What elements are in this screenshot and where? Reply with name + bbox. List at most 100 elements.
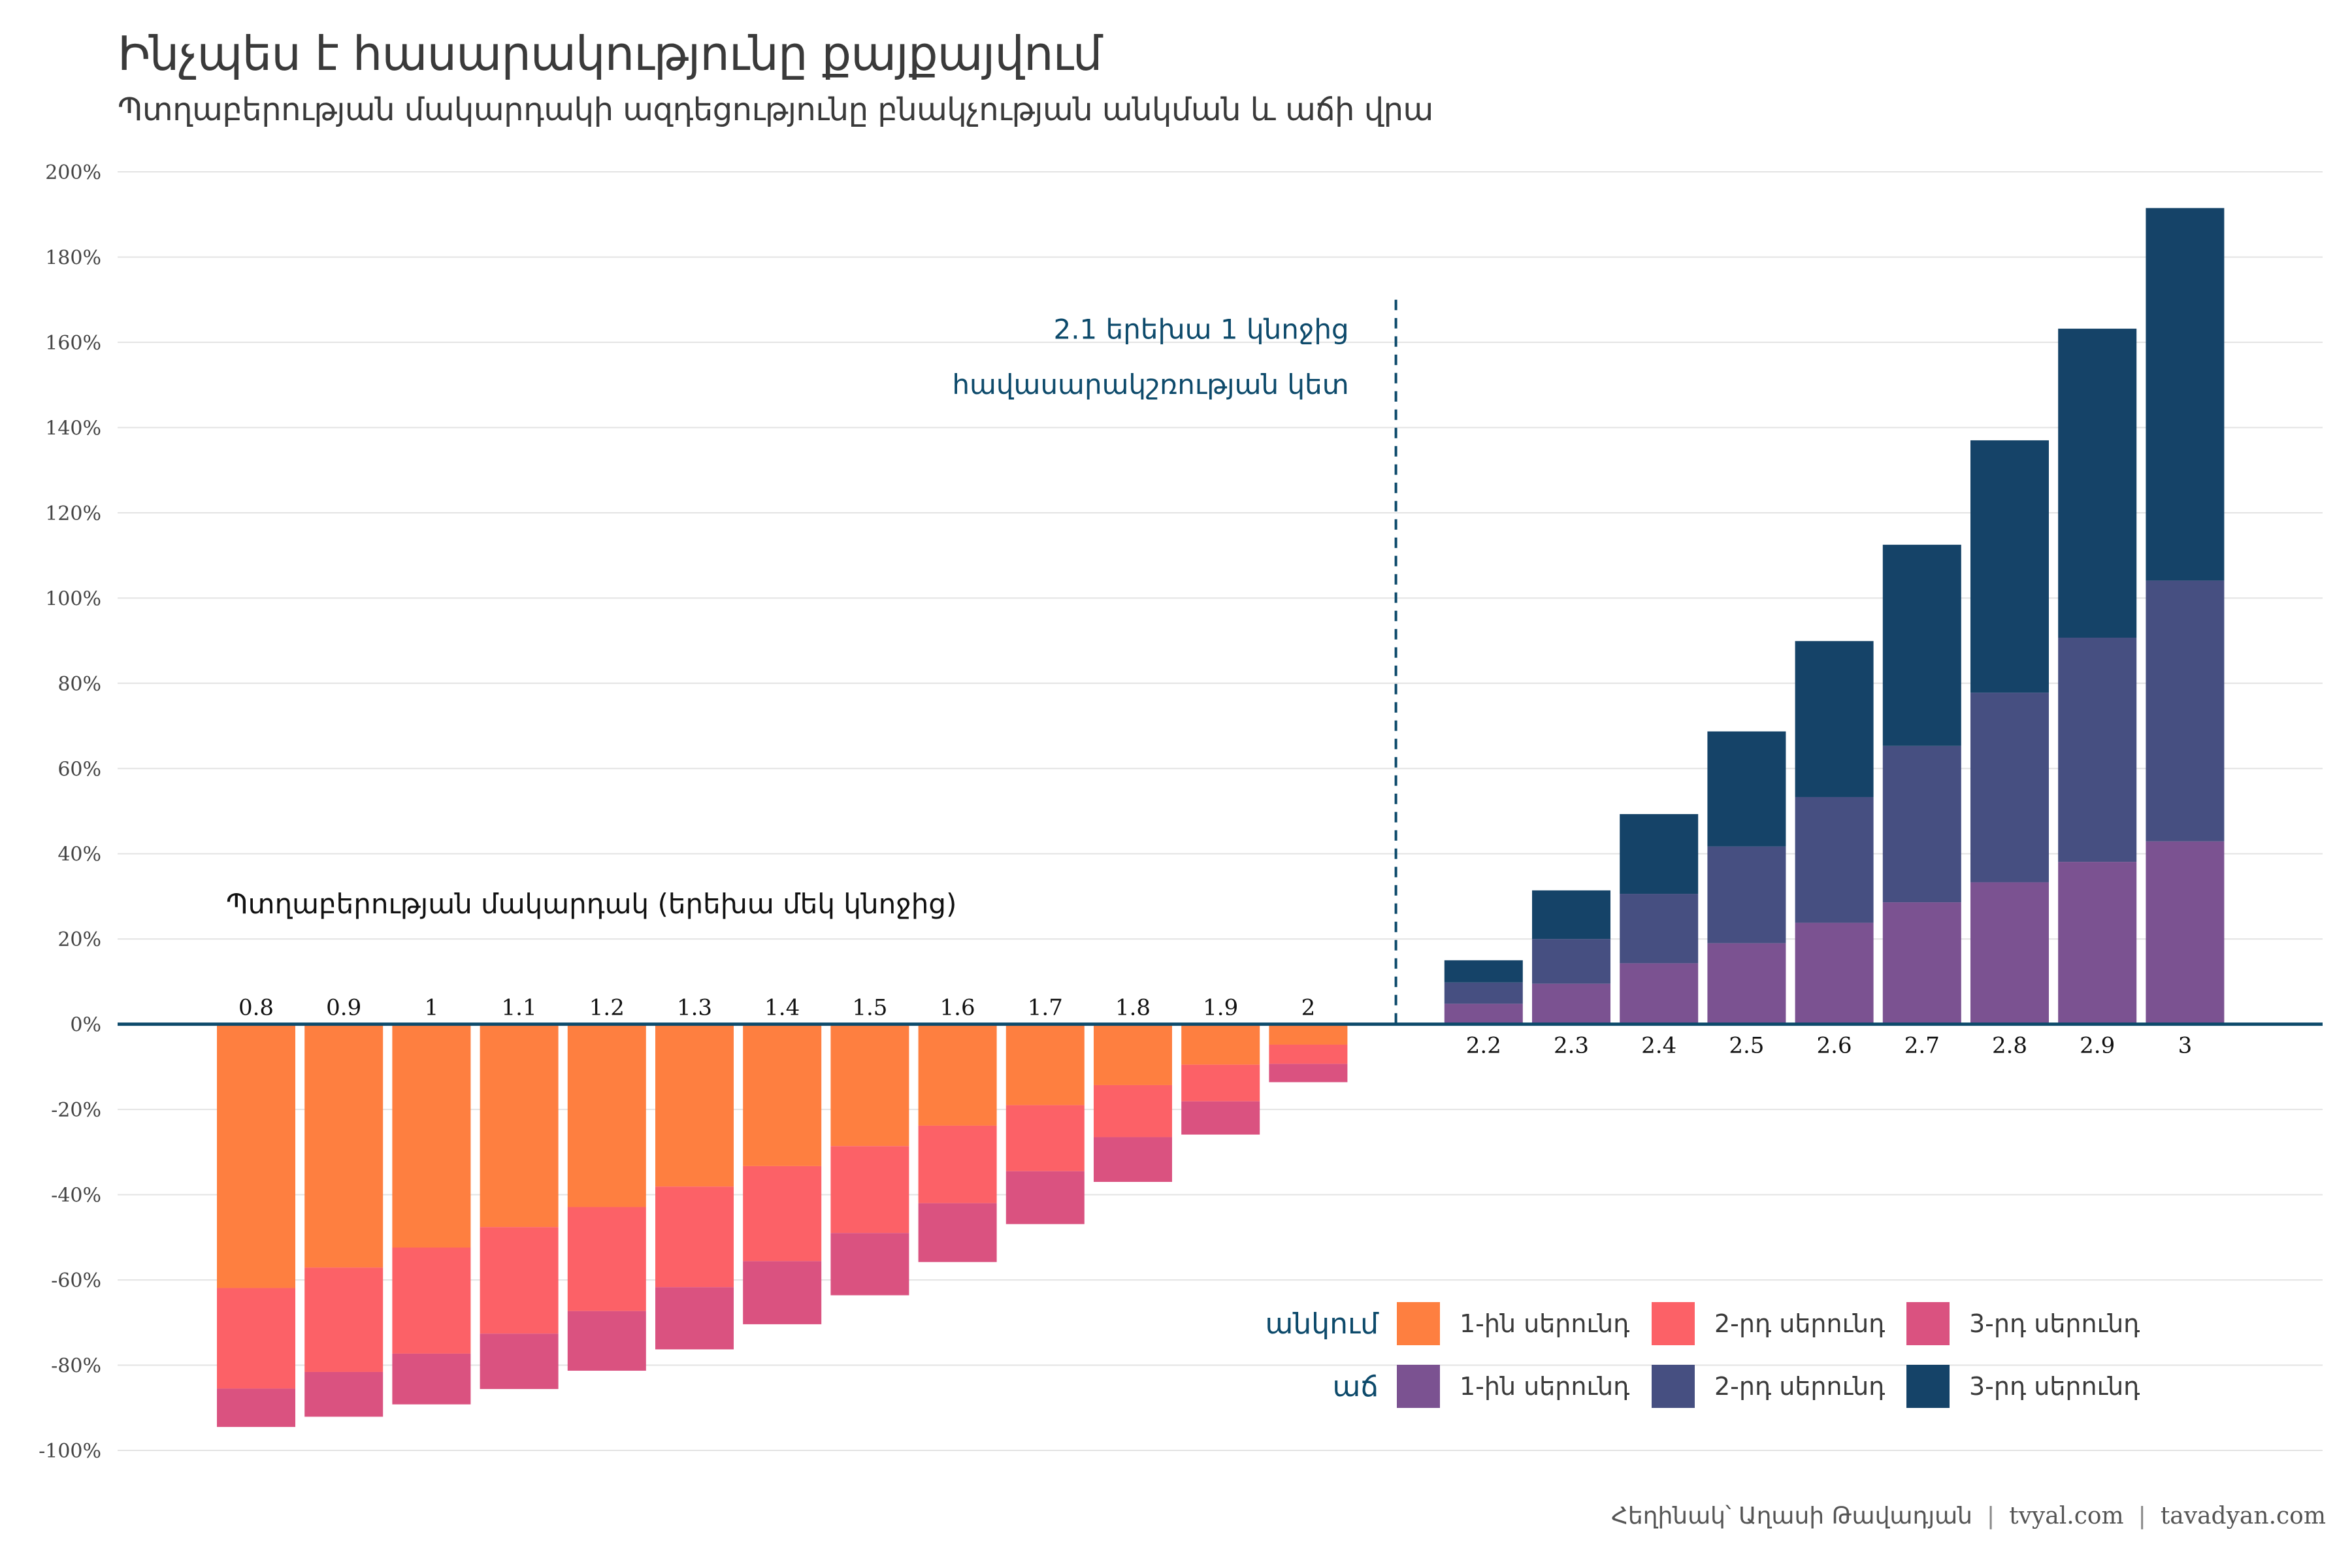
bar-1.5-gen2 bbox=[830, 1146, 909, 1233]
legend-item-decline-gen1: 1-ին սերունդ bbox=[1397, 1302, 1652, 1345]
chart-subtitle: Պտղաբերության մակարդակի ազդեցությունը բն… bbox=[118, 91, 1433, 128]
bar-2.5-gen3 bbox=[1707, 731, 1786, 847]
bars bbox=[217, 208, 2225, 1428]
bar-1.3-gen2 bbox=[655, 1186, 734, 1288]
legend-row-decline: անկում 1-ին սերունդ 2-րդ սերունդ 3-րդ սե… bbox=[1228, 1300, 2161, 1347]
legend-swatch-growth-gen3 bbox=[1906, 1365, 1950, 1408]
legend-label: 3-րդ սերունդ bbox=[1969, 1372, 2140, 1401]
x-tick-label: 1.2 bbox=[589, 995, 625, 1021]
bar-1.8-gen2 bbox=[1094, 1085, 1172, 1137]
bar-2.7-gen3 bbox=[1882, 544, 1961, 746]
bar-3-gen2 bbox=[2146, 580, 2225, 841]
x-tick-label: 2.7 bbox=[1904, 1033, 1940, 1059]
y-tick-label: 0% bbox=[70, 1014, 101, 1037]
x-axis-title: Պտղաբերության մակարդակ (երեխա մեկ կնոջից… bbox=[226, 888, 956, 920]
x-tick-label: 2.8 bbox=[1992, 1033, 2027, 1059]
caption-site-tavadyan: tavadyan.com bbox=[2160, 1503, 2326, 1529]
bar-0.8-gen2 bbox=[217, 1288, 295, 1389]
legend-item-decline-gen2: 2-րդ սերունդ bbox=[1652, 1302, 1906, 1345]
legend-label: 3-րդ սերունդ bbox=[1969, 1309, 2140, 1338]
bar-2.7-gen2 bbox=[1882, 745, 1961, 903]
y-tick-label: 100% bbox=[45, 587, 101, 610]
y-tick-label: 60% bbox=[57, 758, 101, 781]
y-tick-label: 120% bbox=[45, 502, 101, 525]
x-tick-label: 2 bbox=[1301, 995, 1316, 1021]
caption-site-tvyal: tvyal.com bbox=[2009, 1503, 2124, 1529]
bar-2.4-gen1 bbox=[1620, 963, 1699, 1024]
x-tick-label: 2.4 bbox=[1641, 1033, 1676, 1059]
legend-swatch-decline-gen3 bbox=[1906, 1302, 1950, 1345]
bar-2.5-gen1 bbox=[1707, 943, 1786, 1024]
y-tick-label: -20% bbox=[51, 1099, 101, 1122]
caption: Հեղինակ՝ Աղասի Թավադյան | tvyal.com | tavady… bbox=[1611, 1503, 2326, 1529]
bar-1-gen2 bbox=[392, 1247, 471, 1354]
bar-2.3-gen2 bbox=[1532, 939, 1610, 984]
bar-1.1-gen2 bbox=[480, 1227, 559, 1334]
bar-2.9-gen1 bbox=[2058, 862, 2137, 1024]
bar-1.4-gen3 bbox=[743, 1261, 822, 1324]
bar-1.5-gen1 bbox=[830, 1024, 909, 1147]
x-tick-label: 1.1 bbox=[502, 995, 537, 1021]
y-tick-label: 140% bbox=[45, 417, 101, 440]
bar-1-gen3 bbox=[392, 1353, 471, 1405]
bar-1.1-gen1 bbox=[480, 1024, 559, 1228]
legend-label: 2-րդ սերունդ bbox=[1714, 1309, 1886, 1338]
bar-0.9-gen2 bbox=[304, 1267, 384, 1372]
bar-2-gen1 bbox=[1269, 1024, 1348, 1045]
x-tick-label: 1.3 bbox=[677, 995, 712, 1021]
bar-2.9-gen3 bbox=[2058, 329, 2137, 638]
bar-0.9-gen1 bbox=[304, 1024, 384, 1268]
y-tick-label: 20% bbox=[57, 928, 101, 951]
legend-item-decline-gen3: 3-րդ սերունդ bbox=[1906, 1302, 2161, 1345]
bar-2.3-gen1 bbox=[1532, 983, 1610, 1024]
x-tick-label: 1.9 bbox=[1203, 995, 1238, 1021]
reference-label-line2: հավասարակշռության կետ bbox=[952, 368, 1348, 400]
legend-label: 2-րդ սերունդ bbox=[1714, 1372, 1886, 1401]
bar-2.6-gen2 bbox=[1795, 796, 1874, 923]
y-tick-label: -60% bbox=[51, 1269, 101, 1292]
x-tick-label: 2.3 bbox=[1554, 1033, 1589, 1059]
legend-item-growth-gen3: 3-րդ սերունդ bbox=[1906, 1365, 2161, 1408]
x-tick-label: 2.6 bbox=[1817, 1033, 1852, 1059]
bar-1.6-gen2 bbox=[918, 1125, 997, 1203]
legend-swatch-growth-gen1 bbox=[1397, 1365, 1440, 1408]
y-tick-label: 160% bbox=[45, 332, 101, 355]
legend-label: 1-ին սերունդ bbox=[1460, 1372, 1630, 1401]
bar-3-gen1 bbox=[2146, 841, 2225, 1024]
bar-3-gen3 bbox=[2146, 208, 2225, 581]
reference-label-line1: 2.1 երեխա 1 կնոջից bbox=[1053, 313, 1348, 345]
bar-1-gen1 bbox=[392, 1024, 471, 1248]
x-tick-label: 1.5 bbox=[852, 995, 887, 1021]
bar-1.2-gen2 bbox=[567, 1207, 646, 1311]
bar-1.4-gen2 bbox=[743, 1166, 822, 1262]
bar-2.5-gen2 bbox=[1707, 846, 1786, 943]
x-tick-label: 1.6 bbox=[940, 995, 975, 1021]
bar-0.8-gen3 bbox=[217, 1388, 295, 1428]
bar-2.9-gen2 bbox=[2058, 638, 2137, 862]
x-tick-label: 1 bbox=[425, 995, 439, 1021]
bar-2.8-gen1 bbox=[1970, 882, 2049, 1024]
bar-2.7-gen1 bbox=[1882, 902, 1961, 1024]
legend-row-growth: աճ 1-ին սերունդ 2-րդ սերունդ 3-րդ սերուն… bbox=[1228, 1363, 2161, 1410]
x-tick-label: 1.4 bbox=[764, 995, 800, 1021]
bar-2.6-gen3 bbox=[1795, 641, 1874, 797]
bar-1.9-gen3 bbox=[1181, 1101, 1260, 1135]
legend: անկում 1-ին սերունդ 2-րդ սերունդ 3-րդ սե… bbox=[1228, 1300, 2161, 1426]
x-tick-label: 0.9 bbox=[326, 995, 361, 1021]
x-tick-label: 2.5 bbox=[1729, 1033, 1764, 1059]
bar-1.6-gen3 bbox=[918, 1203, 997, 1262]
bar-1.9-gen1 bbox=[1181, 1024, 1260, 1065]
bar-1.2-gen3 bbox=[567, 1311, 646, 1371]
y-tick-label: 40% bbox=[57, 843, 101, 866]
legend-title-growth: աճ bbox=[1332, 1369, 1379, 1403]
x-tick-label: 2.2 bbox=[1466, 1033, 1501, 1059]
bar-2.4-gen3 bbox=[1620, 814, 1699, 894]
x-axis-tick-labels: 0.8 0.9 1 1.1 1.2 1.3 1.4 1.5 1.6 1.7 1.8 1.9 2 2.2 2.… bbox=[238, 995, 2192, 1059]
bar-1.7-gen1 bbox=[1005, 1024, 1085, 1105]
bar-1.1-gen3 bbox=[480, 1333, 559, 1390]
bar-1.7-gen2 bbox=[1005, 1105, 1085, 1171]
legend-label: 1-ին սերունդ bbox=[1460, 1309, 1630, 1338]
x-tick-label: 3 bbox=[2178, 1033, 2193, 1059]
legend-item-growth-gen2: 2-րդ սերունդ bbox=[1652, 1365, 1906, 1408]
